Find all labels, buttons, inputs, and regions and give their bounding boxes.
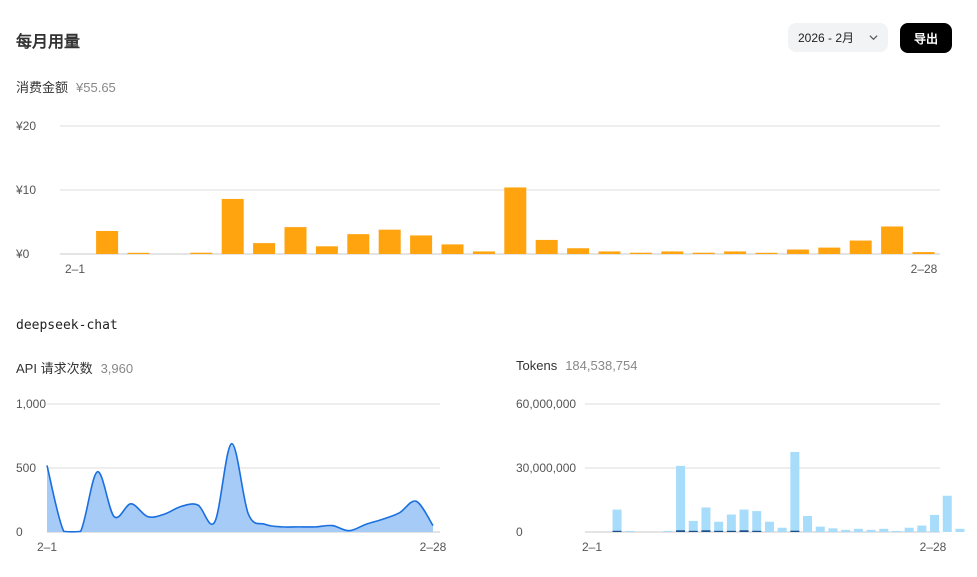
spend-bar: [96, 230, 119, 254]
y-tick-label: 60,000,000: [516, 397, 576, 411]
y-tick-label: 1,000: [16, 397, 46, 411]
tokens-bar-overlay: [612, 530, 622, 532]
x-tick-label: 2–1: [37, 540, 57, 554]
spend-bar: [253, 243, 276, 254]
spend-bar: [472, 251, 495, 254]
tokens-bar: [955, 528, 965, 532]
tokens-bar-overlay: [714, 530, 724, 532]
tokens-bar: [612, 509, 622, 532]
x-tick-label: 2–1: [582, 540, 602, 554]
y-tick-label: 0: [16, 525, 23, 539]
export-button[interactable]: 导出: [900, 23, 952, 53]
tokens-bar: [790, 452, 800, 532]
tokens-bar: [688, 520, 698, 532]
spend-chart: ¥20 ¥10 ¥0 2–1 2–28: [15, 119, 940, 276]
tokens-bar-overlay: [752, 530, 762, 532]
spend-summary: 消费金额 ¥55.65: [16, 77, 116, 96]
tokens-bar: [879, 528, 889, 532]
requests-summary: API 请求次数 3,960: [16, 358, 133, 377]
month-select[interactable]: 2026 - 2月: [788, 23, 888, 52]
spend-bar: [724, 251, 747, 254]
requests-total: 3,960: [100, 361, 134, 376]
tokens-bar: [853, 528, 863, 532]
y-tick-label: ¥0: [15, 247, 30, 261]
spend-bar: [535, 239, 558, 254]
tokens-bar-overlay: [676, 530, 686, 532]
tokens-bar: [891, 530, 901, 532]
tokens-bar: [663, 530, 673, 532]
spend-bar: [881, 226, 904, 254]
tokens-bar-overlay: [726, 530, 736, 532]
tokens-bar: [726, 514, 736, 532]
requests-chart: 1,000 500 0 2–1 2–28: [16, 397, 447, 554]
y-tick-label: ¥20: [15, 119, 36, 133]
spend-bar: [567, 248, 590, 254]
requests-line: [46, 442, 434, 533]
tokens-bar: [764, 521, 774, 532]
spend-bar: [818, 247, 841, 254]
x-tick-label: 2–1: [65, 262, 85, 276]
spend-bar: [410, 235, 433, 254]
spend-bar: [692, 252, 715, 254]
spend-bar: [347, 234, 370, 254]
tokens-bar: [701, 507, 711, 532]
x-tick-label: 2–28: [420, 540, 447, 554]
requests-label: API 请求次数: [16, 361, 93, 376]
tokens-bar-overlay: [790, 530, 800, 532]
y-tick-label: 500: [16, 461, 36, 475]
spend-total: ¥55.65: [76, 80, 116, 95]
y-tick-label: ¥10: [15, 183, 36, 197]
tokens-bar: [803, 516, 813, 532]
tokens-bar: [676, 465, 686, 532]
spend-bar: [127, 252, 150, 254]
spend-bar: [912, 252, 935, 254]
spend-label: 消费金额: [16, 80, 69, 95]
tokens-chart: 60,000,000 30,000,000 0 2–1 2–28: [516, 397, 965, 554]
tokens-bar: [777, 527, 787, 532]
tokens-bar: [917, 525, 927, 532]
spend-bar: [221, 198, 244, 254]
spend-bar: [378, 229, 401, 254]
spend-bar: [661, 251, 684, 254]
y-tick-label: 30,000,000: [516, 461, 576, 475]
tokens-bar: [752, 511, 762, 532]
tokens-total: 184,538,754: [565, 358, 638, 373]
spend-bar: [441, 244, 464, 254]
tokens-bar: [942, 495, 952, 532]
tokens-bar-overlay: [701, 530, 711, 532]
y-tick-label: 0: [516, 525, 523, 539]
tokens-bar: [930, 514, 940, 532]
tokens-bar: [739, 509, 749, 532]
tokens-bar: [714, 521, 724, 532]
spend-bar: [849, 240, 872, 254]
month-select-value: 2026 - 2月: [798, 31, 855, 45]
tokens-bar: [904, 527, 914, 532]
spend-bar: [504, 187, 527, 254]
spend-bar: [786, 249, 809, 254]
tokens-bar-overlay: [739, 530, 749, 532]
requests-area: [47, 443, 433, 532]
spend-bar: [629, 252, 652, 254]
tokens-bar: [815, 526, 825, 532]
x-tick-label: 2–28: [920, 540, 947, 554]
spend-bar: [755, 252, 778, 254]
tokens-bar: [625, 530, 635, 532]
spend-bar: [315, 246, 338, 254]
tokens-bar: [841, 529, 851, 532]
tokens-bar: [866, 529, 876, 532]
x-tick-label: 2–28: [911, 262, 938, 276]
tokens-bar: [828, 528, 838, 532]
model-name: deepseek-chat: [16, 318, 118, 333]
page-title: 每月用量: [16, 34, 81, 51]
tokens-summary: Tokens 184,538,754: [516, 358, 638, 373]
chevron-down-icon: [869, 35, 878, 41]
spend-bar: [284, 227, 307, 254]
tokens-label: Tokens: [516, 358, 558, 373]
spend-bar: [598, 251, 621, 254]
tokens-bar-overlay: [688, 530, 698, 532]
spend-bar: [190, 252, 213, 254]
